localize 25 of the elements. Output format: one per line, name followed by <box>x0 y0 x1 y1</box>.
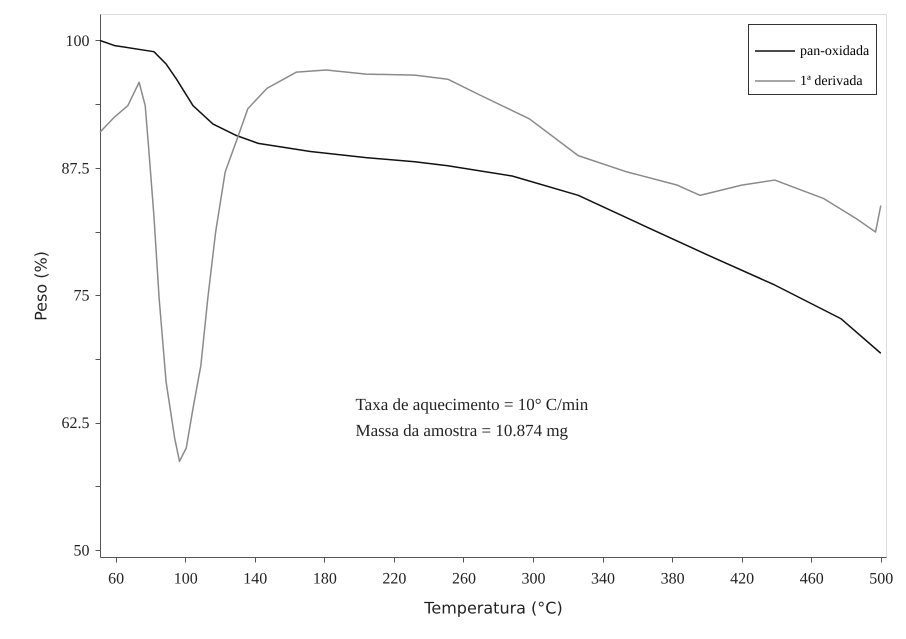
x-tick-label: 460 <box>800 570 824 588</box>
x-axis-title: Temperatura (°C) <box>423 598 563 618</box>
x-tick-label: 380 <box>660 570 685 588</box>
x-tick-label: 420 <box>730 570 754 588</box>
x-tick-label: 60 <box>108 570 124 588</box>
line-series <box>99 69 882 462</box>
y-tick-label: 62.5 <box>62 415 90 432</box>
y-tick-label: 75 <box>74 288 90 305</box>
y-tick-label: 50 <box>74 542 90 560</box>
y-tick-label: 87.5 <box>62 160 90 178</box>
x-tick-label: 140 <box>243 570 268 588</box>
x-tick-label: 220 <box>382 570 406 588</box>
x-tick-label: 260 <box>452 570 476 588</box>
x-tick-label: 100 <box>174 570 198 588</box>
x-tick-label: 300 <box>521 570 546 588</box>
line-series <box>99 40 882 354</box>
legend-label: 1ª derivada <box>800 74 864 89</box>
annotation: Taxa de aquecimento = 10° C/min <box>355 394 589 414</box>
x-tick-label: 180 <box>312 570 337 588</box>
y-tick-label: 100 <box>66 32 90 50</box>
legend-label: pan-oxidada <box>800 44 870 59</box>
y-axis-title: Peso (%) <box>32 251 50 321</box>
annotation: Massa da amostra = 10.874 mg <box>355 420 569 440</box>
x-tick-label: 500 <box>869 570 894 588</box>
x-tick-label: 340 <box>591 570 616 588</box>
